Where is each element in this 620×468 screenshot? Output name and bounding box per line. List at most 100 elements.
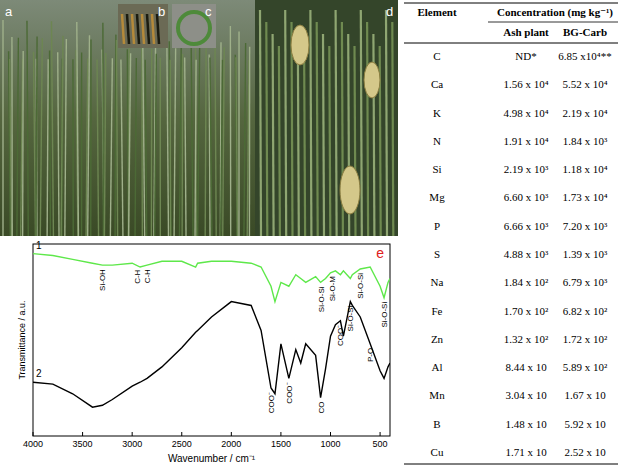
brush-strand: [152, 14, 154, 44]
stem: [169, 41, 171, 236]
table-cell: 2.52 x 10: [564, 446, 606, 458]
table: ElementConcentration (mg kg⁻¹)Ash plantB…: [404, 3, 618, 464]
cone: [340, 166, 360, 214]
stem: [174, 48, 176, 236]
stem: [65, 39, 67, 236]
stem: [151, 49, 153, 236]
stem: [181, 54, 183, 236]
table-element: Cu: [431, 446, 444, 458]
stem: [191, 33, 193, 236]
stem: [386, 10, 387, 236]
stem: [170, 60, 172, 236]
stem: [273, 34, 274, 236]
stem: [247, 60, 249, 236]
series-label: 1: [36, 240, 42, 251]
x-axis-title: Wavenumber / cm⁻¹: [168, 453, 256, 464]
table-cell: 1.84 x 10³: [563, 135, 608, 147]
table-element: S: [434, 248, 440, 260]
stem: [336, 10, 337, 236]
table-cell: 7.20 x 10³: [563, 220, 608, 232]
stem: [179, 25, 181, 236]
x-tick-label: 1000: [320, 439, 340, 449]
stem: [317, 22, 318, 236]
stem: [27, 21, 28, 236]
stem: [223, 47, 224, 236]
table-cell: 6.66 x 10³: [504, 220, 549, 232]
x-tick: [330, 432, 331, 436]
stem: [392, 22, 393, 236]
stem: [154, 24, 156, 236]
table-header: Element: [417, 6, 456, 18]
stem: [160, 58, 161, 236]
table-subheader: Ash plant: [503, 26, 549, 38]
table-cell: 1.73 x 10⁴: [562, 191, 607, 203]
stem: [58, 52, 59, 236]
plot-area: [33, 254, 390, 408]
table-rule: [404, 3, 618, 4]
stem: [97, 59, 99, 236]
brush-strand: [132, 14, 134, 44]
stem: [135, 58, 136, 236]
table-cell: 5.52 x 10⁴: [562, 78, 607, 90]
band-annotation: C-H: [143, 269, 152, 283]
x-tick-label: 2500: [172, 439, 192, 449]
stem: [220, 42, 222, 236]
table-element: Ca: [431, 78, 443, 90]
stem: [104, 53, 105, 236]
panel-letter: e: [376, 245, 384, 261]
table-cell: 4.88 x 10³: [504, 248, 549, 260]
table-element: Mn: [429, 389, 445, 401]
table-cell: 1.72 x 10²: [563, 333, 608, 345]
band-annotation: CO: [317, 402, 326, 414]
x-tick-label: 3000: [122, 439, 142, 449]
stem: [260, 10, 261, 236]
x-tick: [380, 432, 381, 436]
table-rule: [404, 43, 618, 44]
panel-letter: b: [158, 4, 165, 19]
x-tick-label: 2000: [221, 439, 241, 449]
table-cell: 1.56 x 10⁴: [503, 78, 548, 90]
photo-background: [0, 0, 398, 236]
stem: [10, 59, 12, 236]
stem: [238, 31, 239, 236]
stem: [49, 50, 51, 236]
table-cell: 6.85 x10⁴**: [558, 50, 611, 62]
table-cell: 2.19 x 10³: [504, 163, 549, 175]
stem: [236, 57, 238, 236]
table-element: Na: [431, 276, 444, 288]
photo-d: [255, 0, 398, 236]
stem: [285, 10, 286, 236]
x-tick-label: 3500: [73, 439, 93, 449]
table-cell: 8.44 x 10: [505, 361, 547, 373]
brush-strand: [147, 14, 149, 44]
spectrum-line: [33, 254, 390, 302]
table-cell: 1.48 x 10: [505, 418, 547, 430]
table-cell: 6.82 x 10²: [563, 305, 608, 317]
stem: [195, 60, 196, 236]
table-element: Zn: [431, 333, 444, 345]
x-tick-label: 4000: [23, 439, 43, 449]
x-tick-label: 500: [373, 439, 388, 449]
stem: [185, 58, 186, 236]
stem: [11, 37, 13, 236]
table-cell: 6.60 x 10³: [504, 191, 549, 203]
stem: [145, 60, 146, 236]
stem: [143, 41, 145, 236]
stem: [22, 51, 24, 236]
stem: [244, 43, 246, 236]
table-cell: 1.70 x 10²: [504, 305, 549, 317]
stem: [266, 22, 267, 236]
series-label: 2: [36, 368, 42, 379]
stem: [129, 53, 131, 236]
band-annotation: C-H: [133, 269, 142, 283]
stem: [40, 38, 42, 236]
stem: [110, 58, 112, 236]
inset-b: [118, 4, 168, 48]
stem: [155, 54, 157, 236]
table-element: N: [433, 135, 441, 147]
cone: [291, 25, 309, 65]
band-annotation: Si-O-M: [328, 276, 337, 302]
table-cell: 5.92 x 10: [564, 418, 606, 430]
stem: [323, 34, 324, 236]
inset-c: [172, 4, 216, 48]
